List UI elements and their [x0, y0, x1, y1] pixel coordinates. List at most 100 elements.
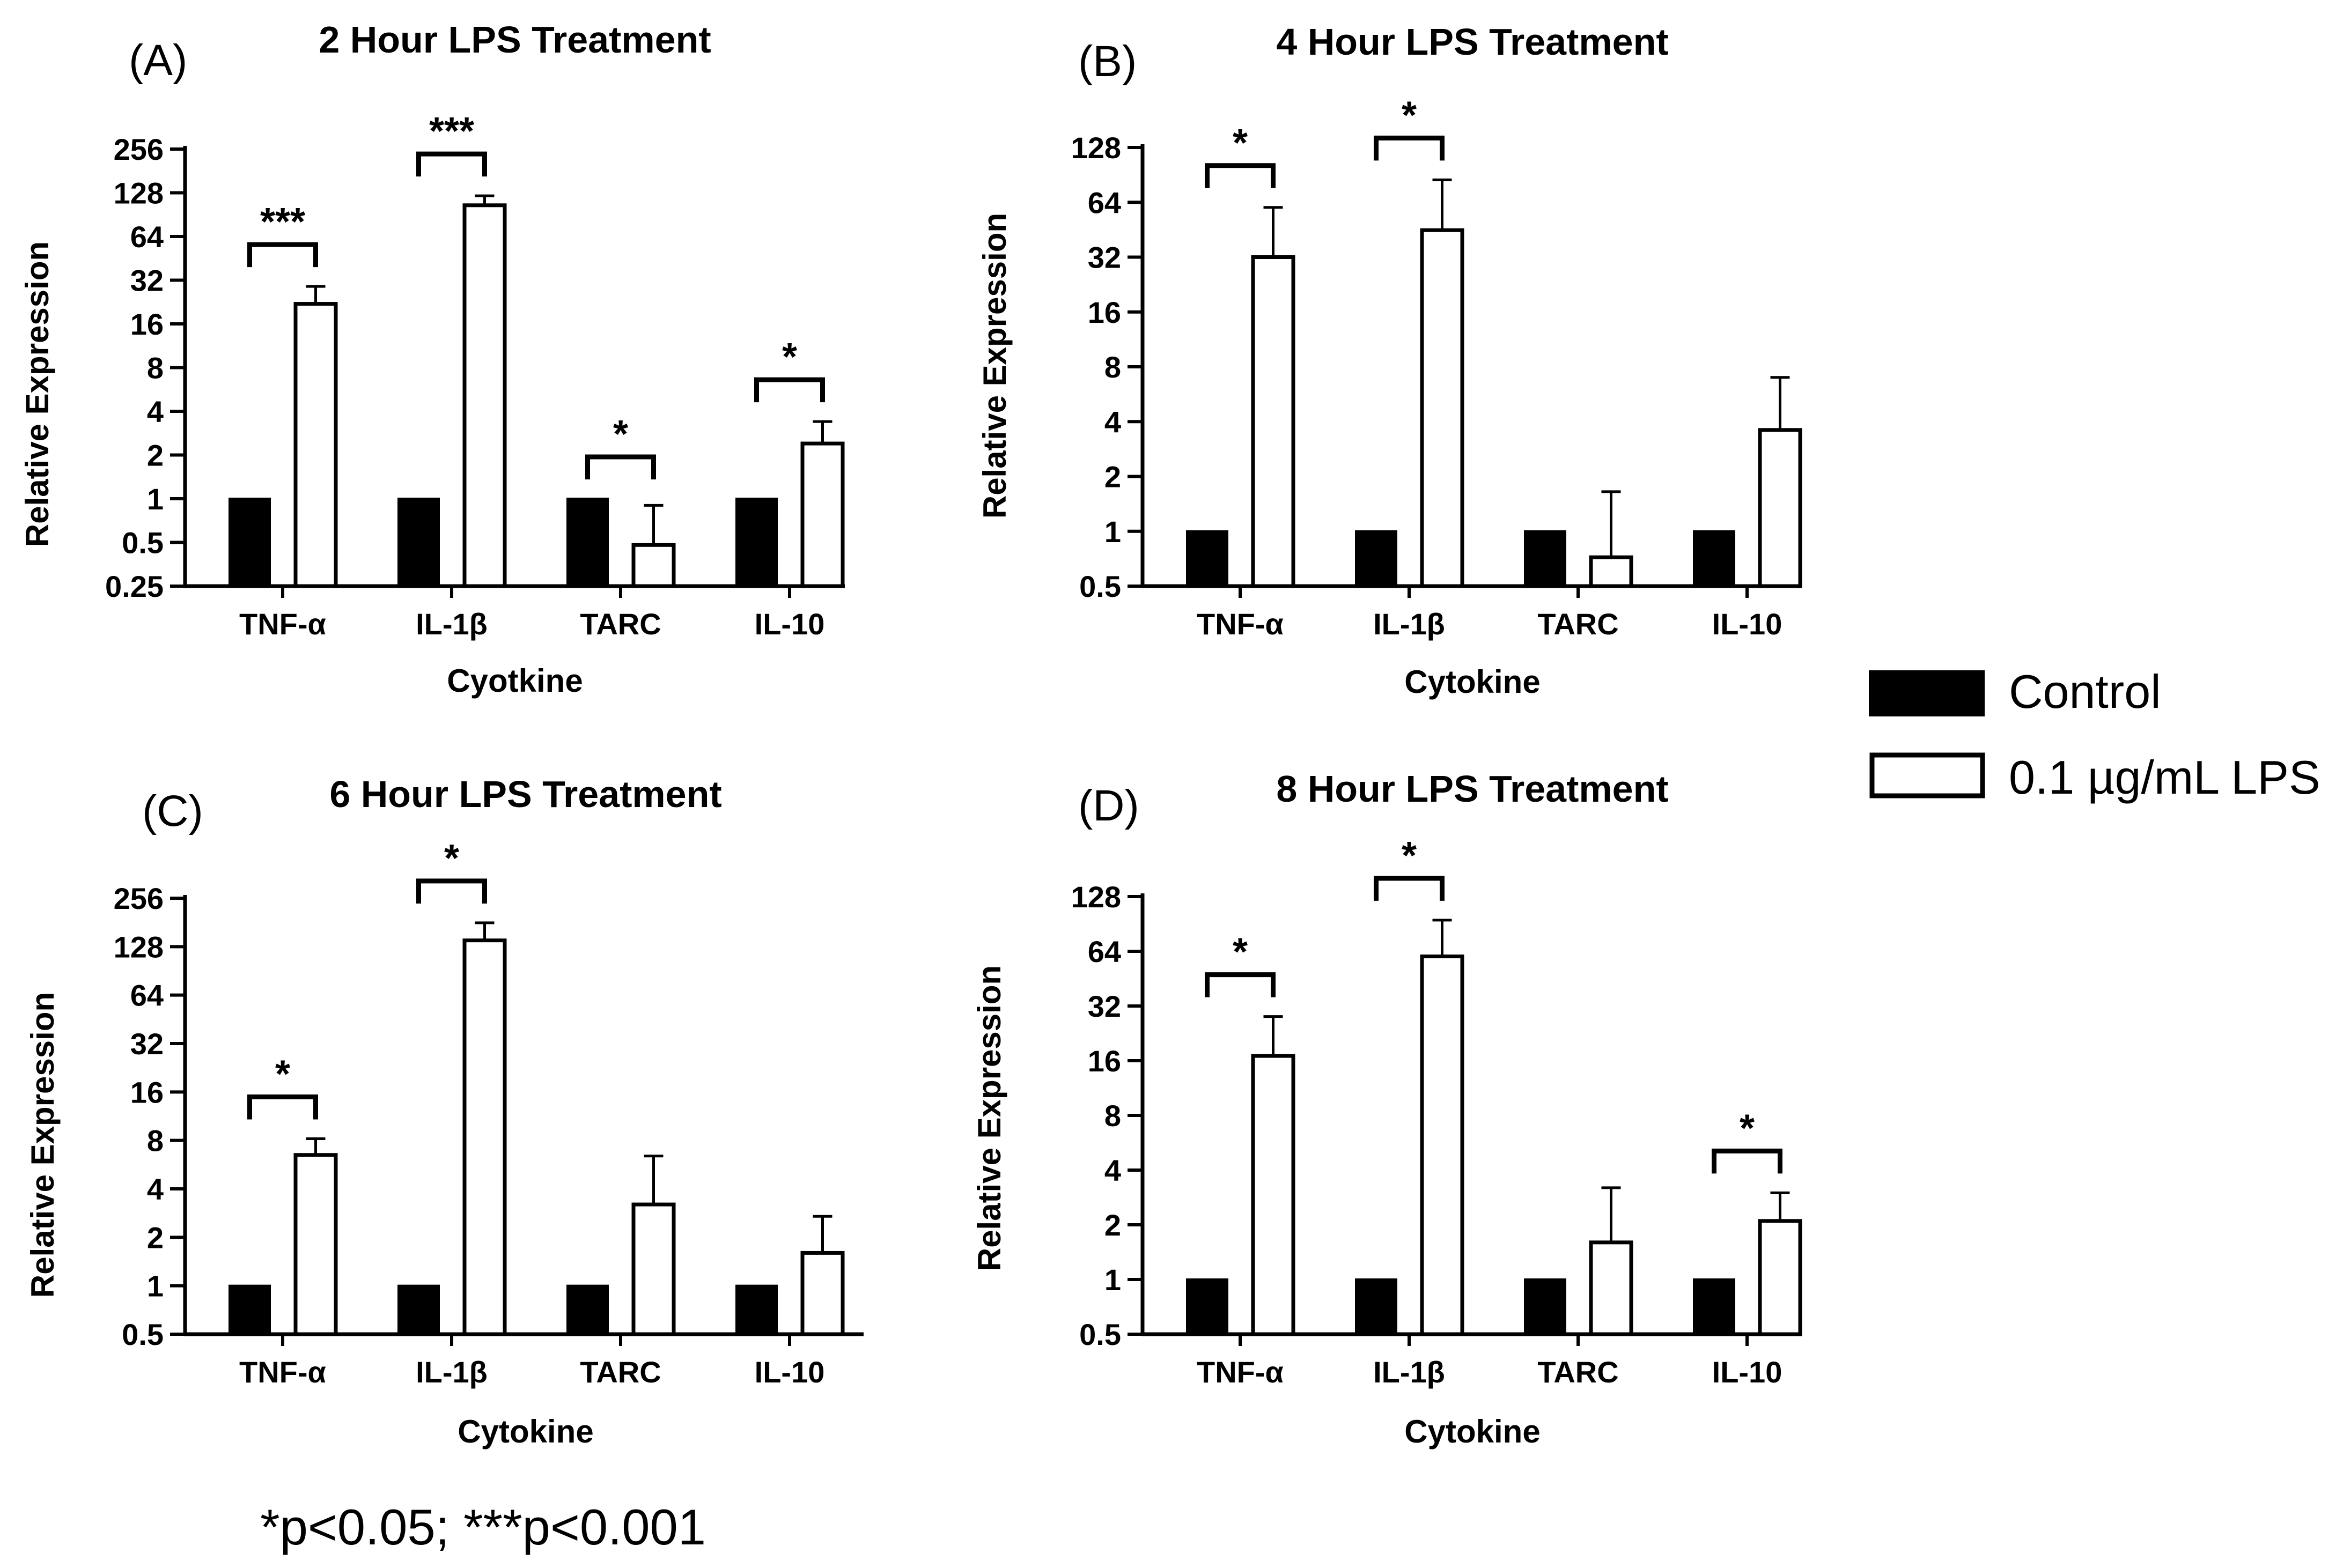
legend-control-label: Control	[2009, 665, 2161, 718]
significance-bracket	[1712, 1148, 1782, 1174]
y-tick-label: 128	[1071, 131, 1121, 165]
panel-c-plot: 0.5 1 2 4 8 16 32 64 128 256 TNF-α * IL-1β * TARC IL-10	[114, 837, 864, 1389]
bar-lps	[1758, 428, 1802, 588]
bar-control	[1693, 1278, 1735, 1335]
panel-a-title: 2 Hour LPS Treatment	[319, 19, 711, 61]
y-tick-label: 16	[130, 307, 164, 341]
y-tick-label: 8	[147, 1124, 164, 1158]
y-tick-label: 128	[1071, 880, 1121, 914]
bar-control	[229, 498, 271, 587]
y-tick-label: 64	[1088, 186, 1121, 219]
panel-d-ylabel: Relative Expression	[971, 965, 1007, 1271]
significance-label: *	[1402, 834, 1417, 877]
panel-a: (A) 2 Hour LPS Treatment Relative Expres…	[19, 19, 845, 699]
y-tick-label: 128	[114, 930, 164, 964]
y-tick-label: 4	[147, 395, 164, 428]
y-tick-label: 32	[130, 264, 164, 298]
legend-lps-swatch	[1869, 752, 1985, 798]
x-tick-label: TARC	[580, 1355, 661, 1389]
significance-bracket	[416, 151, 487, 177]
bar-lps	[1758, 1219, 1802, 1336]
y-tick-label: 16	[1088, 1044, 1121, 1078]
significance-bracket	[1374, 135, 1445, 161]
significance-label: *	[613, 413, 628, 456]
significance-label: *	[782, 336, 797, 379]
significance-bracket	[1205, 972, 1276, 997]
bar-control	[397, 1284, 440, 1336]
x-tick-label: IL-10	[1712, 1355, 1782, 1389]
y-tick-label: 256	[114, 132, 164, 166]
bar-control	[1524, 1278, 1566, 1335]
bar-lps	[462, 203, 507, 588]
significance-bracket	[754, 377, 825, 403]
panel-d: (D) 8 Hour LPS Treatment Relative Expres…	[971, 768, 1802, 1449]
panel-d-label: (D)	[1078, 781, 1139, 830]
significance-bracket	[416, 878, 487, 904]
y-tick-label: 8	[1104, 1099, 1121, 1133]
bar-control	[1355, 530, 1397, 587]
bar-lps	[462, 938, 507, 1336]
bar-control	[229, 1284, 271, 1336]
x-tick-label: TNF-α	[239, 607, 326, 641]
significance-label: ***	[429, 110, 474, 153]
y-tick-label: 32	[130, 1027, 164, 1061]
y-tick-label: 64	[130, 220, 164, 254]
panel-a-xlabel: Cyotkine	[447, 663, 583, 699]
y-tick-label: 2	[147, 1221, 164, 1254]
y-tick-label: 0.5	[1079, 569, 1121, 603]
x-tick-label: IL-10	[755, 1355, 825, 1389]
bar-control	[1524, 530, 1566, 587]
bar-lps	[1251, 255, 1295, 588]
panel-b: (B) 4 Hour LPS Treatment Relative Expres…	[977, 21, 1802, 700]
y-tick-label: 2	[147, 439, 164, 472]
panel-b-label: (B)	[1078, 37, 1137, 86]
panel-c: (C) 6 Hour LPS Treatment Relative Expres…	[25, 773, 864, 1449]
panel-d-xlabel: Cytokine	[1404, 1414, 1540, 1449]
y-tick-label: 128	[114, 176, 164, 210]
significance-bracket	[247, 242, 318, 268]
bar-lps	[293, 1153, 338, 1336]
y-tick-label: 0.5	[122, 1318, 164, 1351]
panel-a-plot: 0.25 0.5 1 2 4 8 16 32 64 128 256 TNF-α *** IL-1β *** T…	[105, 110, 845, 641]
bar-control	[735, 498, 778, 587]
x-tick-label: IL-1β	[416, 1355, 488, 1389]
y-tick-label: 4	[147, 1172, 164, 1206]
panel-c-title: 6 Hour LPS Treatment	[329, 773, 721, 815]
bar-lps	[1589, 1240, 1633, 1336]
bar-lps	[1420, 228, 1464, 588]
bar-control	[397, 498, 440, 587]
y-tick-label: 16	[130, 1075, 164, 1109]
x-tick-label: TARC	[1537, 607, 1618, 641]
y-tick-label: 0.5	[1079, 1318, 1121, 1351]
bar-lps	[1420, 954, 1464, 1336]
significance-label: *	[1233, 931, 1248, 974]
y-tick-label: 16	[1088, 295, 1121, 329]
y-tick-label: 32	[1088, 989, 1121, 1023]
legend-lps-label: 0.1 µg/mL LPS	[2009, 751, 2320, 804]
bar-lps	[1589, 555, 1633, 588]
panel-d-plot: 0.5 1 2 4 8 16 32 64 128 TNF-α * IL-1β * TARC IL-10 *	[1071, 834, 1802, 1389]
bar-lps	[800, 1251, 845, 1336]
panel-c-label: (C)	[142, 787, 203, 835]
y-tick-label: 1	[1104, 515, 1121, 549]
bar-lps	[293, 302, 338, 588]
bar-control	[566, 1284, 609, 1336]
bar-lps	[1251, 1054, 1295, 1336]
x-tick-label: IL-1β	[1373, 1355, 1445, 1389]
y-tick-label: 1	[147, 1269, 164, 1303]
panel-d-title: 8 Hour LPS Treatment	[1276, 768, 1668, 810]
significance-bracket	[1205, 163, 1276, 188]
y-tick-label: 8	[1104, 350, 1121, 384]
significance-label: *	[275, 1053, 290, 1096]
bar-control	[566, 498, 609, 587]
y-tick-label: 0.5	[122, 526, 164, 560]
footnote: *p<0.05; ***p<0.001	[260, 1499, 706, 1555]
significance-label: ***	[260, 201, 305, 243]
bar-control	[735, 1284, 778, 1336]
y-tick-label: 1	[1104, 1263, 1121, 1297]
significance-label: *	[1740, 1107, 1755, 1150]
panel-b-ylabel: Relative Expression	[977, 213, 1013, 519]
x-tick-label: TNF-α	[1197, 1355, 1284, 1389]
significance-label: *	[1402, 94, 1417, 137]
